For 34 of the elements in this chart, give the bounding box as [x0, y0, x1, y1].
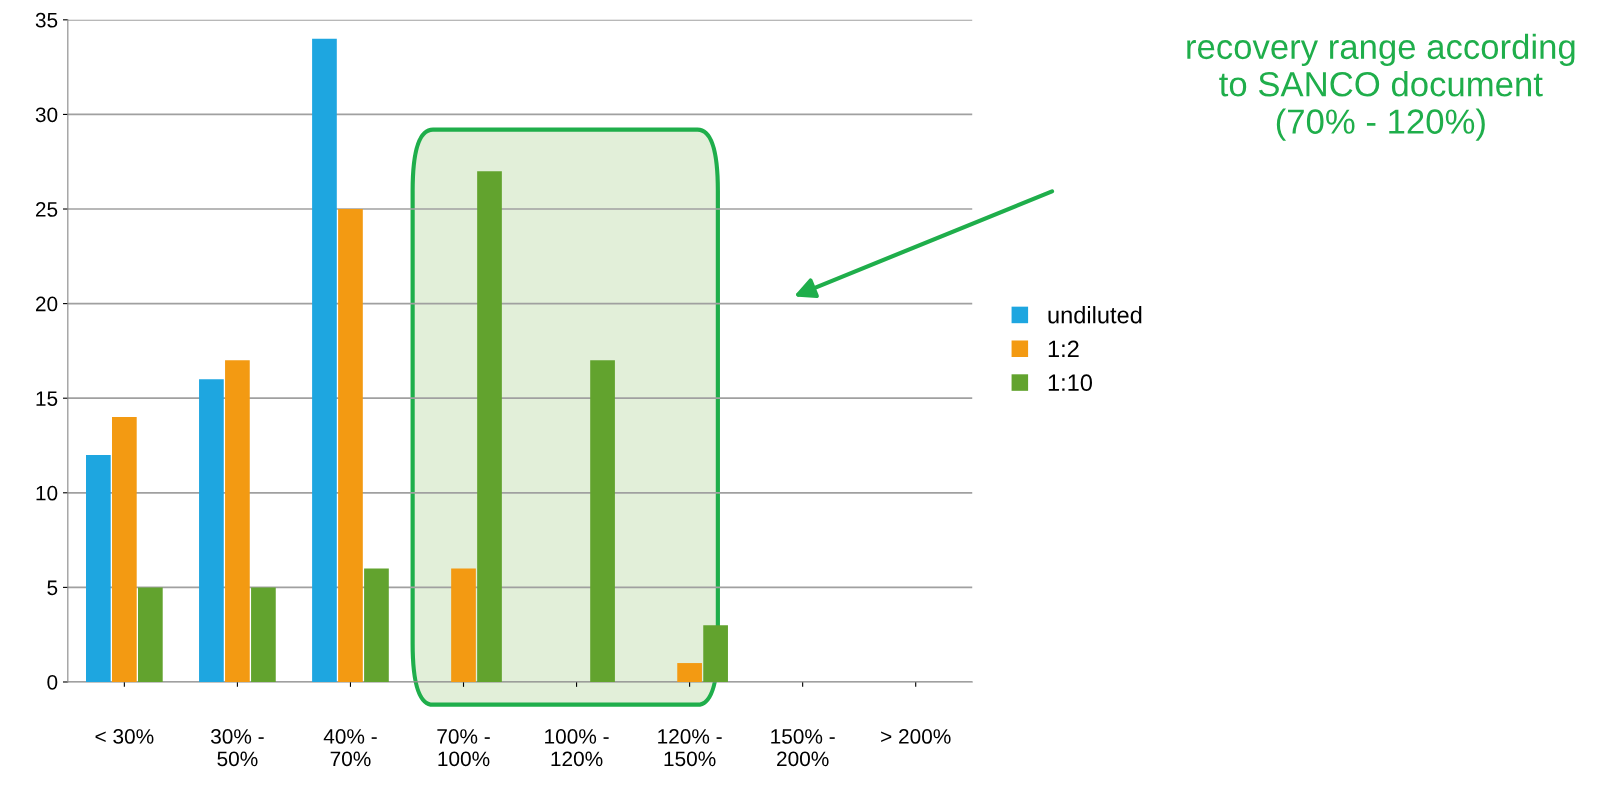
bar	[677, 663, 702, 682]
legend-label: 1:2	[1048, 340, 1079, 358]
bar	[225, 360, 250, 682]
y-tick-label: 10	[36, 485, 58, 501]
x-tick-label: < 30%	[95, 729, 154, 744]
y-tick-label: 25	[35, 202, 58, 217]
bar	[199, 379, 224, 682]
x-tick-label: 120% - 150%	[658, 729, 722, 767]
x-tick-label: > 200%	[881, 729, 951, 744]
y-tick-label: 15	[36, 391, 58, 406]
y-tick-label: 5	[47, 580, 58, 596]
bar	[312, 38, 337, 682]
x-tick-label: 40% - 70%	[323, 729, 377, 767]
y-tick-label: 30	[35, 107, 58, 123]
legend-label: 1:10	[1048, 374, 1093, 392]
bar	[477, 171, 502, 682]
x-tick-label: 100% - 120%	[545, 729, 609, 767]
bar	[138, 587, 163, 682]
bar	[703, 625, 728, 682]
text: recovery range according to SANCO document (70% - 120%)	[1187, 33, 1575, 141]
x-tick-label: 30% - 50%	[210, 729, 264, 767]
bar	[590, 360, 615, 682]
bar	[338, 209, 363, 682]
bar	[112, 417, 137, 682]
legend-label: undiluted	[1048, 306, 1142, 324]
bar	[451, 568, 476, 682]
x-tick-label: 70% - 100%	[437, 729, 490, 767]
bar	[251, 587, 276, 682]
x-tick-label: 150% - 200%	[771, 729, 835, 767]
bar	[86, 454, 111, 682]
y-tick-label: 20	[35, 296, 58, 312]
y-tick-label: 0	[47, 674, 58, 690]
bar	[364, 568, 389, 682]
y-tick-label: 35	[35, 12, 58, 28]
